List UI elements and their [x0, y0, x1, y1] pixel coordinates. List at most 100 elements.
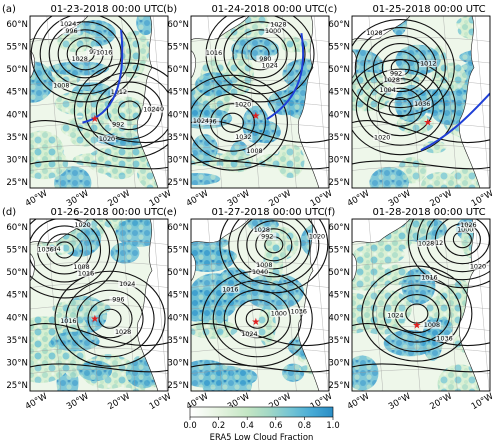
isobar-contour [372, 275, 462, 353]
panel-frame [190, 15, 330, 189]
longitude-gridline [282, 219, 297, 391]
isobar-label: 1036 [436, 334, 452, 342]
latitude-gridline [30, 347, 168, 353]
isobar-label: 1016 [206, 49, 222, 57]
panel-date: 01-25-2018 00:00 UTC [372, 4, 485, 15]
latitude-label: 50°N [6, 65, 28, 75]
cloud-patch [415, 89, 448, 114]
cloud-patch [423, 140, 447, 154]
isobar-label: 1012 [111, 88, 127, 96]
latitude-label: 25°N [167, 178, 189, 188]
isobar-label: 1028 [72, 55, 88, 63]
isobar-contour [191, 160, 329, 170]
isobar-contour [48, 21, 122, 87]
latitude-label: 60°N [167, 20, 189, 30]
isobar-contour [352, 120, 490, 144]
panel-letter: (b) [163, 4, 177, 15]
latitude-label: 60°N [167, 223, 189, 233]
panel-frame [351, 15, 491, 189]
panel-frame [29, 218, 169, 392]
isobar-contour [352, 160, 490, 170]
isobar-label: 1026 [460, 221, 476, 229]
isobar-label: 1020 [99, 135, 115, 143]
isobar-label: 1012 [420, 60, 436, 68]
isobar-label: 1028 [115, 328, 131, 336]
isobar-label: 1000 [457, 225, 473, 233]
longitude-gridline [443, 16, 458, 188]
isobar-label: 992 [261, 232, 273, 240]
longitude-gridline [244, 16, 260, 188]
longitude-label: 10°W [470, 391, 496, 412]
isobar-label: 1024 [387, 311, 403, 319]
longitude-label: 40°W [24, 391, 50, 412]
colorbar-gradient [189, 406, 334, 418]
longitude-gridline [152, 16, 168, 188]
isobar-contour [381, 51, 419, 85]
latitude-label: 55°N [328, 43, 350, 53]
cloud-patch [201, 365, 253, 391]
isobar-label: 1012 [427, 239, 443, 247]
isobar-contour [220, 112, 244, 133]
panel-frame [29, 15, 169, 189]
isobar-label: 1024 [119, 280, 135, 288]
isobar-label: 992 [390, 69, 402, 77]
isobar-label: 1020 [309, 232, 325, 240]
panel-frame [351, 218, 491, 392]
latitude-gridline [30, 101, 168, 107]
isobar-label: 1016 [78, 270, 94, 278]
latitude-label: 35°N [167, 336, 189, 346]
isobar-label: 1024 [60, 20, 76, 28]
land-europe-africa [297, 16, 329, 188]
latitude-label: 40°N [328, 110, 350, 120]
cloud-patch [352, 264, 393, 291]
latitude-label: 40°N [167, 110, 189, 120]
storm-center-marker: ★ [90, 114, 99, 125]
latitude-label: 25°N [328, 381, 350, 391]
latitude-label: 35°N [328, 133, 350, 143]
storm-center-marker: ★ [90, 314, 99, 325]
latitude-label: 40°N [6, 313, 28, 323]
latitude-label: 35°N [6, 133, 28, 143]
latitude-label: 50°N [167, 65, 189, 75]
land-europe-africa [136, 219, 168, 391]
cloud-patch [70, 133, 98, 147]
longitude-label: 40°W [346, 188, 372, 209]
longitude-label: 30°W [65, 188, 91, 209]
latitude-label: 50°N [167, 268, 189, 278]
cold-front-line [82, 29, 124, 124]
isobar-label: 1028 [254, 226, 270, 234]
latitude-gridline [191, 240, 329, 245]
latitude-gridline [191, 326, 329, 331]
colorbar: 0.0 0.2 0.4 0.6 0.8 1.0 ERA5 Low Cloud Fractio… [183, 406, 340, 442]
isobar-label: 1004 [380, 86, 396, 94]
isobar-label: 1000 [265, 27, 281, 35]
isobar-label: 1000 [271, 309, 287, 317]
cloud-patch [136, 16, 155, 36]
isobar-contour [98, 308, 122, 329]
latitude-gridline [352, 123, 490, 128]
latitude-label: 55°N [328, 246, 350, 256]
longitude-gridline [368, 219, 384, 391]
storm-center-marker: ★ [412, 321, 421, 332]
isobar-contour [388, 97, 412, 118]
panel-letter: (f) [324, 207, 335, 218]
panel-date: 01-23-2018 00:00 UTC [50, 4, 163, 15]
longitude-label: 20°W [428, 188, 454, 209]
land-greenland [352, 219, 411, 244]
isobar-contour [234, 299, 280, 339]
isobar-contour [255, 228, 293, 262]
isobar-contour [191, 74, 288, 171]
isobar-label: 1040 [252, 268, 268, 276]
latitude-label: 55°N [6, 43, 28, 53]
isobar-contour [30, 363, 168, 373]
panel-frame [190, 218, 330, 392]
longitude-gridline [313, 16, 329, 188]
longitude-label: 10°W [148, 391, 174, 412]
longitude-label: 10°W [148, 188, 174, 209]
latitude-label: 50°N [328, 65, 350, 75]
latitude-gridline [352, 144, 490, 150]
isobar-label: 1028 [366, 29, 382, 37]
cloud-patch [421, 171, 460, 188]
latitude-label: 60°N [328, 20, 350, 30]
